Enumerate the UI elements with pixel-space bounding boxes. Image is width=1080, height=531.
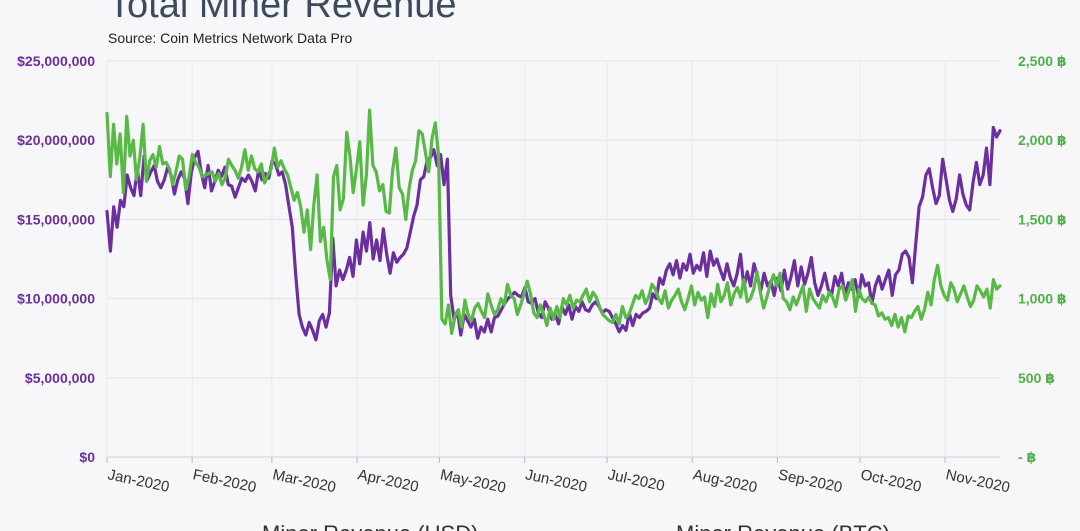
- y-right-tick-label: 2,000 ฿: [1018, 132, 1067, 148]
- x-tick-label: Jul-2020: [606, 466, 666, 495]
- series-line-usd: [105, 125, 1002, 342]
- x-tick-label: Nov-2020: [944, 466, 1011, 496]
- y-left-tick-label: $0: [79, 449, 95, 465]
- y-left-tick-label: $5,000,000: [25, 370, 95, 386]
- chart-subtitle: Source: Coin Metrics Network Data Pro: [108, 30, 353, 46]
- x-tick-label: Feb-2020: [191, 466, 257, 496]
- x-tick-label: Jun-2020: [524, 466, 589, 496]
- y-right-tick-label: 1,000 ฿: [1018, 291, 1067, 307]
- y-right-tick-label: 2,500 ฿: [1018, 53, 1067, 69]
- y-left-tick-label: $10,000,000: [17, 291, 95, 307]
- y-right-tick-label: 1,500 ฿: [1018, 211, 1067, 227]
- y-right-tick-label: - ฿: [1018, 449, 1036, 465]
- x-tick-label: Aug-2020: [691, 466, 758, 496]
- y-left-tick-label: $15,000,000: [17, 211, 95, 227]
- y-left-tick-label: $25,000,000: [17, 53, 95, 69]
- y-right-tick-label: 500 ฿: [1018, 370, 1055, 386]
- y-left-tick-label: $20,000,000: [17, 132, 95, 148]
- legend-usd-label: Miner Revenue (USD): [262, 521, 478, 531]
- chart-title: Total Miner Revenue: [108, 0, 457, 26]
- legend-btc-label: Miner Revenue (BTC): [676, 521, 890, 531]
- x-tick-label: Jan-2020: [106, 466, 171, 496]
- x-tick-label: Mar-2020: [271, 466, 337, 496]
- x-tick-label: May-2020: [439, 466, 508, 496]
- x-tick-label: Apr-2020: [356, 466, 420, 495]
- x-tick-label: Sep-2020: [777, 466, 844, 496]
- series-line-btc: [105, 108, 1002, 335]
- x-tick-label: Oct-2020: [859, 466, 923, 495]
